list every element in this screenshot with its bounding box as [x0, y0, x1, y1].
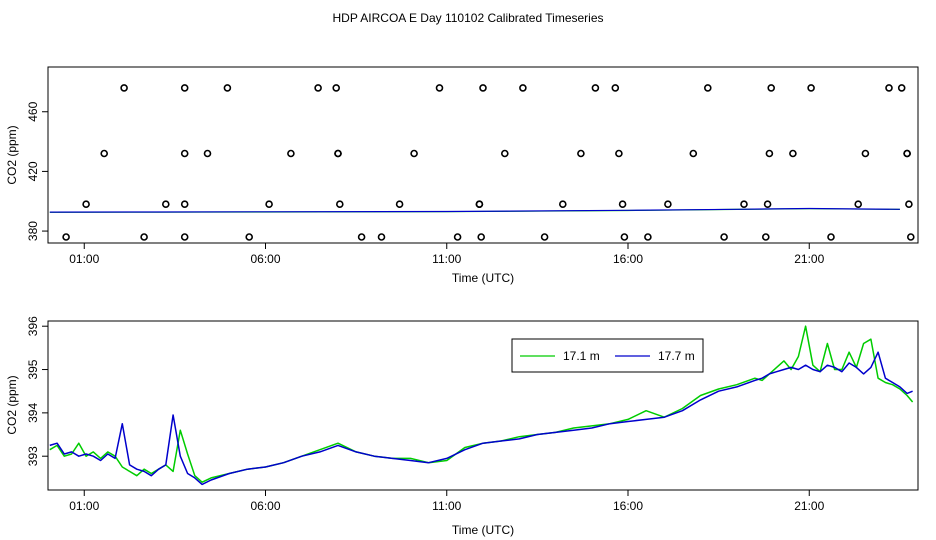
sample-marker	[620, 233, 629, 241]
sample-marker	[664, 200, 672, 208]
sample-marker	[223, 84, 232, 92]
y-tick-label: 396	[26, 316, 40, 336]
y-tick-label: 393	[26, 446, 40, 466]
legend: 17.1 m 17.7 m	[511, 338, 704, 373]
sample-marker	[475, 200, 484, 208]
plot-frame	[47, 66, 919, 244]
x-tick-label: 06:00	[250, 499, 280, 513]
x-tick-label: 11:00	[432, 499, 461, 513]
sample-marker	[611, 84, 620, 92]
sample-marker	[334, 149, 342, 158]
x-tick-label: 01:00	[69, 252, 99, 266]
x-axis: 01:00 06:00 11:00 16:00 21:00	[69, 490, 825, 513]
x-tick-label: 21:00	[794, 252, 824, 266]
sample-marker	[203, 149, 212, 158]
sample-marker	[765, 149, 774, 158]
y-axis-label: CO2 (ppm)	[5, 375, 19, 434]
series-line-17-1-m	[49, 325, 914, 483]
sample-marker	[763, 200, 772, 208]
sample-marker	[500, 149, 509, 158]
sample-marker	[180, 84, 189, 92]
sample-marker	[180, 200, 189, 208]
sample-marker	[287, 149, 295, 158]
x-tick-label: 01:00	[69, 499, 99, 513]
sample-marker	[703, 84, 712, 92]
sample-marker	[720, 233, 728, 241]
sample-marker	[540, 233, 549, 241]
sample-marker	[395, 200, 404, 208]
sample-marker	[827, 233, 835, 241]
sample-marker	[245, 233, 253, 241]
sample-marker	[767, 84, 776, 92]
y-tick-label: 460	[26, 101, 40, 121]
sample-marker	[689, 149, 698, 158]
sample-marker	[577, 149, 585, 158]
figure-title: HDP AIRCOA E Day 110102 Calibrated Times…	[332, 11, 603, 25]
sample-marker	[885, 84, 893, 92]
y-axis-label: CO2 (ppm)	[5, 125, 19, 184]
sample-marker	[618, 200, 627, 208]
x-axis-label: Time (UTC)	[452, 271, 514, 285]
sample-marker	[453, 233, 462, 241]
sample-marker	[265, 200, 273, 208]
sample-marker	[854, 200, 863, 208]
x-tick-label: 16:00	[613, 499, 643, 513]
x-axis-label: Time (UTC)	[452, 523, 514, 537]
legend-label-17-7m: 17.7 m	[658, 349, 695, 363]
sample-marker	[82, 200, 90, 208]
sample-marker	[332, 84, 341, 92]
sample-marker	[519, 84, 527, 92]
sample-marker	[615, 149, 623, 158]
sample-marker	[377, 233, 386, 241]
sample-marker	[558, 200, 567, 208]
sample-marker	[180, 233, 189, 241]
sample-markers	[62, 84, 915, 241]
y-axis: 393 394 395 396	[26, 316, 48, 466]
sample-marker	[314, 84, 322, 92]
sample-marker	[477, 233, 486, 241]
sample-marker	[591, 84, 600, 92]
sample-marker	[905, 200, 913, 208]
sample-marker	[807, 84, 815, 92]
sample-marker	[435, 84, 444, 92]
sample-marker	[479, 84, 487, 92]
sample-marker	[740, 200, 748, 208]
sample-marker	[120, 84, 128, 92]
series-lines	[49, 325, 914, 486]
x-axis: 01:00 06:00 11:00 16:00 21:00	[69, 243, 825, 266]
sample-marker	[644, 233, 652, 241]
sample-marker	[903, 149, 911, 158]
panel-bottom: 01:00 06:00 11:00 16:00 21:00 393 394 395 396 T…	[5, 316, 919, 537]
y-tick-label: 420	[26, 161, 40, 181]
panel-top: 01:00 06:00 11:00 16:00 21:00 380 420 460 Time…	[5, 66, 919, 285]
series-line-1	[49, 207, 900, 213]
plot-frame	[47, 320, 919, 491]
sample-marker	[335, 200, 344, 208]
x-tick-label: 21:00	[794, 499, 824, 513]
sample-marker	[906, 233, 915, 241]
y-axis: 380 420 460	[26, 101, 48, 241]
sample-marker	[789, 149, 797, 158]
x-tick-label: 11:00	[432, 252, 461, 266]
sample-marker	[100, 149, 108, 158]
series-line-17-7-m	[49, 351, 913, 486]
sample-marker	[410, 149, 418, 158]
sample-marker	[140, 233, 148, 241]
sample-marker	[357, 233, 366, 241]
sample-marker	[861, 149, 870, 158]
x-tick-label: 16:00	[613, 252, 643, 266]
y-tick-label: 380	[26, 221, 40, 241]
sample-marker	[62, 233, 70, 241]
sample-marker	[761, 233, 770, 241]
y-tick-label: 395	[26, 359, 40, 379]
y-tick-label: 394	[26, 403, 40, 423]
x-tick-label: 06:00	[250, 252, 280, 266]
sample-marker	[180, 149, 189, 158]
legend-label-17-1m: 17.1 m	[563, 349, 600, 363]
sample-marker	[162, 200, 170, 208]
series-lines	[49, 207, 900, 213]
sample-marker	[897, 84, 906, 92]
